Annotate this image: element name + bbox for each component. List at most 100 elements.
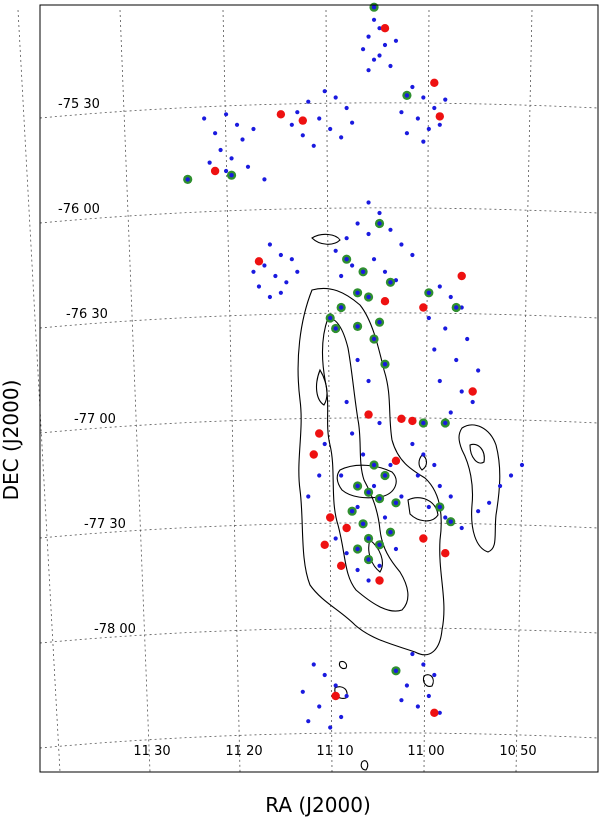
- blue-source-point: [377, 53, 382, 58]
- blue-source-point: [421, 662, 426, 667]
- ra-tick-label: 11 30: [133, 744, 170, 759]
- blue-source-point: [393, 38, 399, 43]
- green-source-core: [393, 668, 399, 673]
- blue-source-point: [366, 34, 371, 39]
- green-source-core: [388, 530, 393, 535]
- blue-source-point: [278, 290, 283, 295]
- blue-source-point: [262, 263, 267, 268]
- blue-source-point: [295, 110, 300, 115]
- blue-source-point: [344, 399, 349, 405]
- blue-source-point: [245, 164, 251, 169]
- blue-source-point: [360, 452, 366, 457]
- blue-source-point: [388, 462, 393, 468]
- blue-source-point: [251, 269, 256, 274]
- blue-source-point: [476, 509, 481, 514]
- green-source-core: [371, 5, 377, 10]
- blue-source-point: [213, 131, 218, 136]
- red-source-point: [419, 303, 428, 312]
- blue-source-point: [465, 336, 470, 342]
- blue-source-point: [273, 273, 278, 279]
- green-source-core: [377, 496, 382, 501]
- blue-source-point: [410, 252, 415, 258]
- red-source-point: [315, 429, 324, 438]
- ra-tick-label: 11 00: [407, 744, 444, 759]
- blue-source-point: [322, 672, 327, 678]
- blue-source-point: [300, 133, 305, 138]
- blue-source-point: [421, 139, 426, 144]
- green-source-core: [327, 315, 333, 321]
- ra-tick-label: 11 10: [316, 744, 353, 759]
- blue-source-point: [410, 651, 415, 657]
- blue-source-point: [267, 294, 273, 300]
- blue-source-point: [508, 473, 514, 478]
- blue-source-point: [202, 116, 207, 121]
- blue-source-point: [289, 257, 294, 262]
- blue-source-point: [437, 122, 442, 127]
- green-source-core: [344, 257, 349, 262]
- green-source-core: [185, 177, 190, 182]
- blue-source-point: [437, 284, 442, 289]
- blue-source-point: [339, 714, 344, 720]
- blue-source-point: [322, 89, 327, 94]
- red-source-point: [331, 691, 340, 701]
- blue-source-point: [328, 126, 333, 132]
- green-source-core: [421, 420, 426, 426]
- blue-source-point: [366, 378, 371, 384]
- blue-source-point: [377, 420, 382, 426]
- blue-source-point: [454, 357, 459, 363]
- green-source-core: [382, 473, 388, 478]
- blue-source-point: [306, 99, 311, 104]
- green-source-core: [229, 173, 234, 178]
- blue-source-point: [476, 368, 481, 373]
- blue-source-point: [339, 273, 344, 279]
- blue-source-point: [278, 252, 283, 258]
- blue-source-point: [448, 494, 453, 499]
- blue-source-point: [366, 578, 371, 583]
- blue-source-point: [443, 97, 448, 102]
- green-source-core: [377, 542, 382, 547]
- green-source-core: [393, 500, 399, 505]
- blue-source-point: [371, 257, 377, 262]
- blue-source-point: [426, 126, 431, 132]
- blue-source-point: [399, 494, 404, 499]
- blue-source-point: [311, 143, 316, 148]
- red-source-point: [325, 513, 335, 522]
- blue-source-point: [399, 110, 404, 115]
- red-source-point: [419, 534, 428, 543]
- blue-source-point: [333, 536, 338, 541]
- x-axis-label: RA (J2000): [265, 793, 371, 817]
- red-source-point: [309, 450, 318, 459]
- blue-source-point: [322, 441, 327, 447]
- blue-source-point: [317, 116, 322, 121]
- blue-source-point: [377, 210, 382, 216]
- red-source-point: [430, 708, 439, 717]
- blue-source-point: [218, 147, 223, 153]
- red-source-point: [336, 561, 346, 570]
- blue-source-point: [267, 242, 273, 247]
- green-source-core: [454, 305, 459, 310]
- red-source-point: [408, 416, 417, 426]
- blue-source-point: [437, 483, 442, 489]
- red-source-point: [435, 112, 444, 121]
- blue-source-point: [459, 525, 464, 531]
- blue-source-point: [311, 662, 316, 667]
- green-source-core: [366, 557, 371, 562]
- blue-source-point: [393, 546, 399, 552]
- red-source-point: [397, 414, 406, 423]
- green-source-core: [355, 483, 360, 489]
- blue-source-point: [432, 462, 437, 468]
- red-source-point: [457, 271, 466, 281]
- green-source-core: [448, 519, 453, 524]
- blue-source-point: [448, 410, 453, 415]
- blue-source-point: [284, 280, 289, 285]
- dec-tick-label: -75 30: [58, 97, 100, 112]
- ra-tick-labels: 11 30 11 20 11 10 11 00 10 50: [133, 744, 536, 759]
- blue-source-point: [410, 441, 415, 447]
- plot-frame: [39, 4, 599, 773]
- red-source-point: [380, 297, 390, 306]
- blue-source-point: [388, 227, 393, 232]
- blue-source-point: [426, 693, 431, 699]
- red-source-point: [210, 166, 220, 176]
- blue-source-point: [421, 95, 426, 100]
- blue-source-point: [426, 315, 431, 321]
